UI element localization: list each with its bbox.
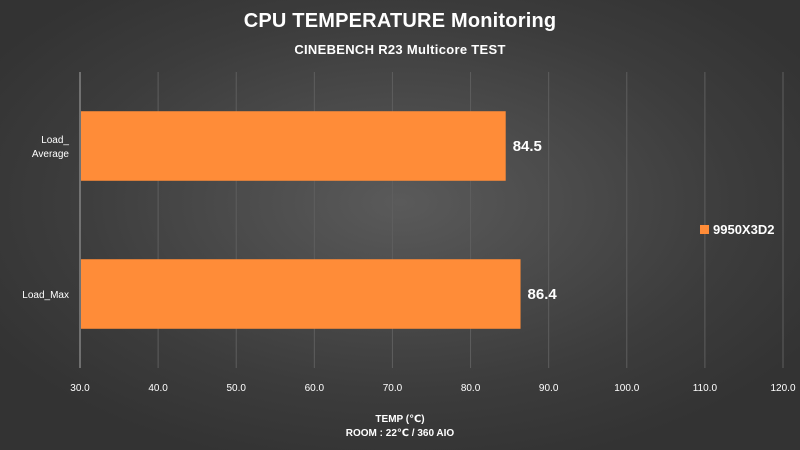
legend: 9950X3D2 — [700, 222, 774, 237]
data-label: 84.5 — [513, 138, 542, 155]
bar — [81, 111, 506, 181]
x-axis-title: TEMP (℃) — [375, 414, 425, 425]
x-tick-label: 120.0 — [770, 383, 795, 394]
bar — [81, 259, 521, 329]
chart-title: CPU TEMPERATURE Monitoring — [243, 10, 557, 32]
x-tick-label: 80.0 — [461, 383, 481, 394]
legend-swatch — [700, 225, 709, 234]
x-tick-label: 40.0 — [148, 383, 168, 394]
category-label: Load_Max — [22, 290, 69, 301]
category-label: Average — [32, 149, 70, 160]
chart-subtitle: CINEBENCH R23 Multicore TEST — [294, 42, 506, 57]
x-axis-label: TEMP (℃) ROOM : 22℃ / 360 AIO — [0, 413, 800, 441]
legend-label: 9950X3D2 — [713, 222, 775, 237]
x-axis-note: ROOM : 22℃ / 360 AIO — [345, 428, 455, 439]
x-tick-label: 110.0 — [693, 383, 718, 394]
x-tick-label: 100.0 — [614, 383, 639, 394]
x-tick-label: 30.0 — [70, 383, 90, 394]
category-label: Load_ — [41, 135, 69, 146]
x-tick-label: 90.0 — [539, 383, 559, 394]
x-tick-label: 50.0 — [226, 383, 246, 394]
data-label: 86.4 — [528, 286, 558, 303]
x-tick-label: 70.0 — [383, 383, 403, 394]
x-tick-label: 60.0 — [305, 383, 325, 394]
